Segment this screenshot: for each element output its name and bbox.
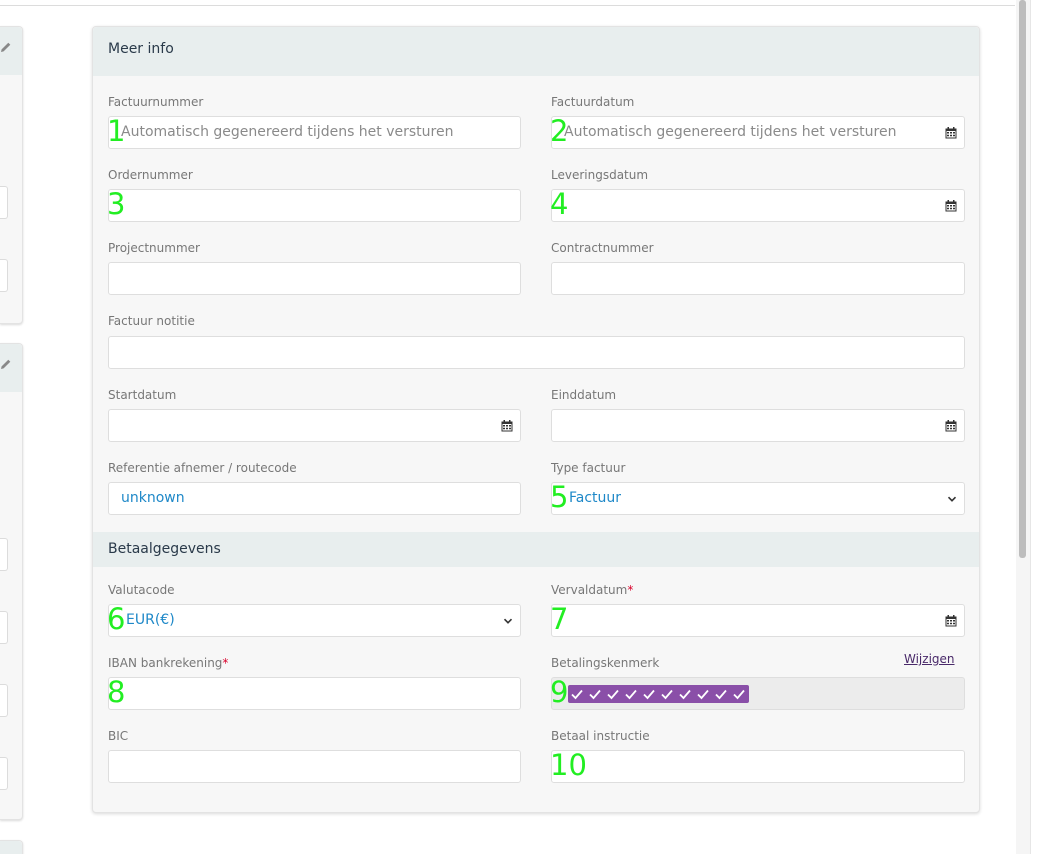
startdatum-label: Startdatum: [108, 388, 177, 402]
check-icon: [712, 685, 730, 703]
left-input[interactable]: [0, 611, 8, 644]
startdatum-input[interactable]: [108, 409, 521, 442]
bic-input[interactable]: [108, 750, 521, 783]
left-card-3: [0, 840, 23, 854]
referentie-label: Referentie afnemer / routecode: [108, 461, 297, 475]
pencil-icon[interactable]: [0, 41, 12, 53]
contractnummer-label: Contractnummer: [551, 241, 654, 255]
check-icon: [586, 685, 604, 703]
marker-7: 7: [550, 602, 569, 636]
valutacode-select[interactable]: EUR(€): [108, 604, 521, 637]
factuurnummer-label: Factuurnummer: [108, 95, 204, 109]
chevron-down-icon: [947, 496, 957, 502]
check-icon: [694, 685, 712, 703]
leveringsdatum-input[interactable]: [551, 189, 965, 222]
type-factuur-label: Type factuur: [551, 461, 626, 475]
check-icon: [676, 685, 694, 703]
top-divider: [0, 5, 1015, 6]
leveringsdatum-label: Leveringsdatum: [551, 168, 649, 182]
vervaldatum-input[interactable]: [551, 604, 965, 637]
section-title: Betaalgegevens: [108, 541, 221, 557]
check-icon: [658, 685, 676, 703]
type-factuur-value: Factuur: [569, 490, 622, 506]
meer-info-card: Meer info Factuurnummer Automatisch gege…: [92, 26, 980, 813]
kenmerk-mask: [568, 685, 749, 703]
left-card-2: [0, 343, 23, 820]
iban-label: IBAN bankrekening*: [108, 656, 228, 670]
projectnummer-input[interactable]: [108, 262, 521, 295]
betalingskenmerk-field: [551, 677, 965, 710]
betaal-instructie-label: Betaal instructie: [551, 729, 650, 743]
scrollbar-thumb[interactable]: [1019, 0, 1026, 558]
type-factuur-select[interactable]: Factuur: [551, 482, 965, 515]
calendar-icon[interactable]: [501, 420, 513, 432]
betaalgegevens-header: Betaalgegevens: [93, 532, 979, 567]
left-input[interactable]: [0, 538, 8, 571]
marker-5: 5: [550, 480, 569, 514]
check-icon: [604, 685, 622, 703]
card-header: Meer info: [93, 27, 979, 76]
factuurdatum-label: Factuurdatum: [551, 95, 635, 109]
referentie-input[interactable]: unknown: [108, 482, 521, 515]
left-card-header: [0, 27, 22, 75]
einddatum-label: Einddatum: [551, 388, 617, 402]
bic-label: BIC: [108, 729, 129, 743]
marker-4: 4: [550, 187, 569, 221]
vervaldatum-label: Vervaldatum*: [551, 583, 633, 597]
left-card-1: [0, 26, 23, 324]
check-icon: [640, 685, 658, 703]
valutacode-value: EUR(€): [126, 612, 175, 628]
calendar-icon[interactable]: [945, 200, 957, 212]
calendar-icon[interactable]: [945, 615, 957, 627]
marker-8: 8: [107, 675, 126, 709]
pencil-icon[interactable]: [0, 358, 12, 370]
projectnummer-label: Projectnummer: [108, 241, 200, 255]
check-icon: [730, 685, 748, 703]
valutacode-label: Valutacode: [108, 583, 175, 597]
contractnummer-input[interactable]: [551, 262, 965, 295]
betalingskenmerk-label: Betalingskenmerk: [551, 656, 660, 670]
factuurnummer-placeholder: Automatisch gegenereerd tijdens het vers…: [121, 124, 454, 140]
left-card-header: [0, 841, 22, 854]
left-input[interactable]: [0, 186, 8, 219]
calendar-icon[interactable]: [945, 127, 957, 139]
left-input[interactable]: [0, 757, 8, 790]
ordernummer-input[interactable]: [108, 189, 521, 222]
factuurdatum-placeholder: Automatisch gegenereerd tijdens het vers…: [564, 124, 897, 140]
marker-2: 2: [550, 114, 569, 148]
card-title: Meer info: [108, 41, 174, 57]
ordernummer-label: Ordernummer: [108, 168, 193, 182]
factuur-notitie-label: Factuur notitie: [108, 314, 195, 328]
right-edge: [1030, 0, 1040, 854]
marker-10: 10: [550, 748, 587, 782]
left-card-header: [0, 344, 22, 392]
vervaldatum-label-text: Vervaldatum: [551, 583, 628, 597]
wijzigen-link[interactable]: Wijzigen: [904, 652, 955, 666]
factuurdatum-input[interactable]: Automatisch gegenereerd tijdens het vers…: [551, 116, 965, 149]
marker-9: 9: [550, 675, 569, 709]
factuurnummer-input[interactable]: Automatisch gegenereerd tijdens het vers…: [108, 116, 521, 149]
factuur-notitie-input[interactable]: [108, 336, 965, 369]
marker-1: 1: [107, 114, 126, 148]
iban-label-text: IBAN bankrekening: [108, 656, 223, 670]
left-input[interactable]: [0, 259, 8, 292]
required-mark: *: [627, 583, 634, 597]
marker-6: 6: [107, 602, 126, 636]
chevron-down-icon: [503, 618, 513, 624]
iban-input[interactable]: [108, 677, 521, 710]
left-input[interactable]: [0, 684, 8, 717]
calendar-icon[interactable]: [945, 420, 957, 432]
einddatum-input[interactable]: [551, 409, 965, 442]
betaal-instructie-input[interactable]: [551, 750, 965, 783]
referentie-value: unknown: [121, 490, 185, 506]
marker-3: 3: [107, 187, 126, 221]
check-icon: [568, 685, 586, 703]
check-icon: [622, 685, 640, 703]
required-mark: *: [222, 656, 229, 670]
